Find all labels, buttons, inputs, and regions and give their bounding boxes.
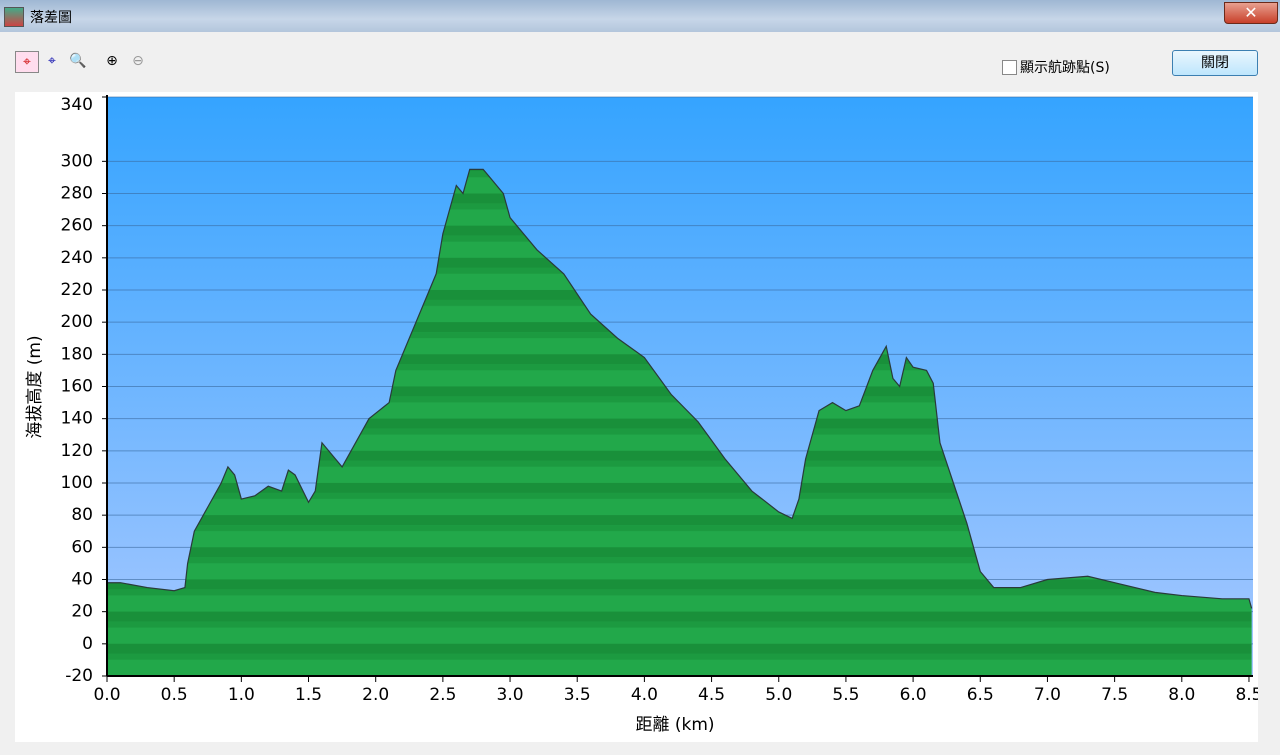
y-tick-label: 240 bbox=[61, 248, 93, 268]
y-tick-label: -20 bbox=[65, 666, 93, 686]
y-tick-label: 180 bbox=[61, 344, 93, 364]
show-waypoints-checkbox[interactable]: 顯示航跡點(S) bbox=[1002, 57, 1110, 77]
area-fill bbox=[107, 169, 1252, 676]
x-tick-label: 3.5 bbox=[564, 685, 591, 705]
y-tick-label: 80 bbox=[71, 505, 93, 525]
y-tick-label: 220 bbox=[61, 280, 93, 300]
y-tick-label: 20 bbox=[71, 602, 93, 622]
x-tick-label: 7.0 bbox=[1034, 685, 1061, 705]
y-tick-label: 60 bbox=[71, 537, 93, 557]
chart-panel: 海拔高度 (m) 距離 (km) -20 0 20 40 60 80 100 120 140 16… bbox=[15, 92, 1262, 742]
target-tool[interactable]: ⌖ bbox=[48, 53, 56, 69]
x-tick-label: 8.0 bbox=[1168, 685, 1195, 705]
y-tick-label: 160 bbox=[61, 377, 93, 397]
window-title: 落差圖 bbox=[30, 10, 72, 26]
y-tick-label: 140 bbox=[61, 409, 93, 429]
y-axis-label: 海拔高度 (m) bbox=[25, 335, 45, 438]
x-tick-label: 0.5 bbox=[161, 685, 188, 705]
x-axis-label: 距離 (km) bbox=[635, 715, 714, 735]
y-tick-label: 120 bbox=[61, 441, 93, 461]
x-tick-label: 4.5 bbox=[698, 685, 725, 705]
x-tick-label: 7.5 bbox=[1101, 685, 1128, 705]
elevation-line bbox=[107, 168, 1253, 609]
x-tick-label: 5.5 bbox=[832, 685, 859, 705]
app-icon bbox=[4, 7, 24, 27]
title-bar: 落差圖 ✕ bbox=[0, 0, 1280, 32]
x-tick-label: 2.0 bbox=[362, 685, 389, 705]
y-tick-label: 100 bbox=[61, 473, 93, 493]
x-tick-label: 3.0 bbox=[497, 685, 524, 705]
close-window-button[interactable]: ✕ bbox=[1224, 2, 1278, 24]
y-tick-label: 0 bbox=[82, 634, 93, 654]
x-tick-label: 0.0 bbox=[93, 685, 120, 705]
x-tick-label: 2.5 bbox=[429, 685, 456, 705]
chart: 海拔高度 (m) 距離 (km) -20 0 20 40 60 80 100 120 140 16… bbox=[25, 95, 1262, 735]
x-tick-label: 5.0 bbox=[765, 685, 792, 705]
x-tick-label: 6.5 bbox=[967, 685, 994, 705]
close-button[interactable]: 關閉 bbox=[1172, 50, 1258, 76]
checkbox-label: 顯示航跡點(S) bbox=[1020, 60, 1110, 76]
y-tick-label: 280 bbox=[61, 184, 93, 204]
y-tick-label: 200 bbox=[61, 312, 93, 332]
crosshair-tool[interactable]: ⌖ bbox=[15, 51, 39, 73]
checkbox[interactable] bbox=[1002, 59, 1017, 75]
y-tick-label: 40 bbox=[71, 570, 93, 590]
x-tick-label: 8.5 bbox=[1235, 685, 1258, 705]
x-tick-label: 4.0 bbox=[631, 685, 658, 705]
x-tick-label: 6.0 bbox=[900, 685, 927, 705]
zoom-area-tool[interactable]: 🔍 bbox=[69, 53, 87, 69]
zoom-in-tool[interactable]: ⊕ bbox=[106, 53, 118, 69]
y-tick-label: 340 bbox=[61, 95, 93, 115]
x-tick-label: 1.5 bbox=[295, 685, 322, 705]
y-tick-label: 260 bbox=[61, 216, 93, 236]
zoom-out-tool[interactable]: ⊖ bbox=[132, 53, 144, 69]
y-tick-label: 300 bbox=[61, 151, 93, 171]
x-tick-label: 1.0 bbox=[228, 685, 255, 705]
